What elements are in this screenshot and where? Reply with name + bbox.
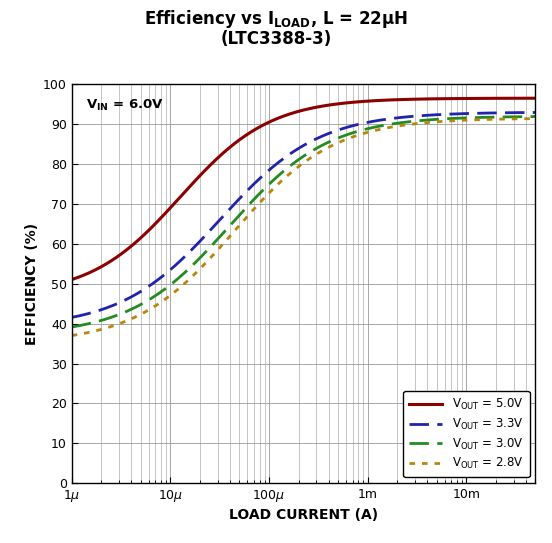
Y-axis label: EFFICIENCY (%): EFFICIENCY (%): [25, 223, 39, 345]
Legend: V$_{\mathregular{OUT}}$ = 5.0V, V$_{\mathregular{OUT}}$ = 3.3V, V$_{\mathregular: V$_{\mathregular{OUT}}$ = 5.0V, V$_{\mat…: [404, 391, 529, 477]
Text: Efficiency vs I$_{\mathregular{LOAD}}$, L = 22μH: Efficiency vs I$_{\mathregular{LOAD}}$, …: [144, 8, 408, 30]
Text: V$_{\mathregular{IN}}$ = 6.0V: V$_{\mathregular{IN}}$ = 6.0V: [86, 98, 163, 113]
Text: (LTC3388-3): (LTC3388-3): [220, 30, 332, 48]
X-axis label: LOAD CURRENT (A): LOAD CURRENT (A): [229, 508, 378, 522]
